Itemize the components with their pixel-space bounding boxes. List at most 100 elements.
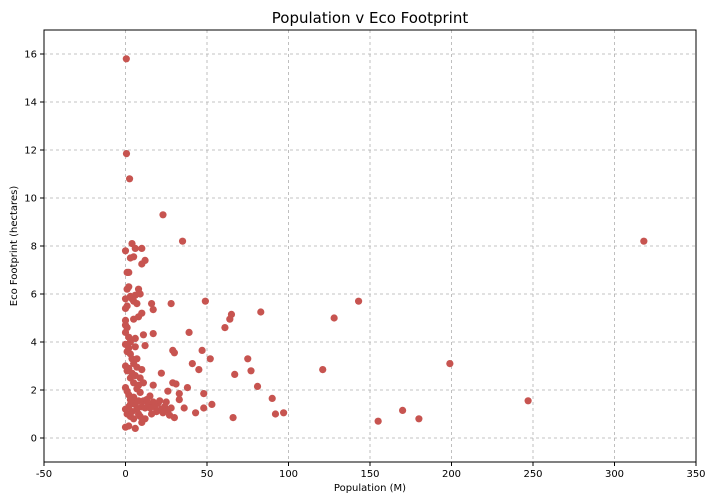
- data-point: [354, 297, 363, 305]
- y-tick-label: 8: [31, 242, 37, 253]
- data-point: [122, 150, 131, 158]
- data-point: [123, 302, 131, 310]
- data-point: [330, 314, 338, 322]
- data-point: [221, 324, 229, 332]
- data-point: [191, 409, 200, 417]
- data-point: [156, 397, 164, 405]
- x-tick-label: 150: [360, 469, 379, 480]
- data-point: [141, 256, 149, 264]
- data-point: [280, 409, 288, 417]
- data-point: [172, 380, 180, 388]
- data-point: [133, 355, 141, 363]
- data-point: [121, 247, 130, 255]
- data-point: [183, 384, 192, 392]
- data-point: [125, 175, 134, 183]
- data-point: [188, 360, 196, 368]
- data-point: [208, 400, 216, 408]
- data-point: [126, 400, 134, 408]
- data-point: [139, 379, 148, 387]
- data-point: [167, 404, 175, 412]
- data-point: [149, 330, 157, 338]
- data-point: [139, 331, 148, 339]
- data-point: [125, 268, 133, 276]
- data-point: [125, 422, 133, 430]
- x-tick-label: 50: [201, 469, 214, 480]
- data-point: [399, 406, 407, 414]
- grid-layer: [44, 30, 696, 462]
- data-point: [130, 253, 138, 261]
- data-point: [640, 237, 648, 245]
- ticks-layer: -50 0 50 100 150 200 250 300 350 0 2 4 6 8 10 12 14 16: [24, 50, 705, 481]
- data-point: [138, 244, 146, 252]
- data-point: [446, 360, 454, 368]
- x-tick-label: 250: [523, 469, 542, 480]
- data-point: [133, 385, 141, 393]
- y-tick-label: 0: [31, 434, 37, 445]
- data-point: [131, 343, 139, 351]
- data-point: [200, 390, 208, 398]
- data-point: [524, 397, 532, 405]
- chart-title: Population v Eco Footprint: [272, 9, 469, 27]
- x-tick-label: 0: [122, 469, 128, 480]
- y-tick-label: 14: [24, 98, 37, 109]
- data-point: [268, 394, 276, 402]
- data-point: [157, 369, 165, 377]
- points-layer: [121, 55, 648, 432]
- data-point: [141, 342, 149, 350]
- data-point: [195, 366, 203, 374]
- data-point: [149, 306, 157, 314]
- data-point: [175, 390, 183, 398]
- data-point: [125, 283, 133, 291]
- data-point: [159, 211, 167, 219]
- data-point: [131, 244, 139, 252]
- data-point: [198, 346, 206, 354]
- data-point: [164, 387, 172, 395]
- data-point: [121, 295, 130, 303]
- data-point: [253, 382, 262, 390]
- data-point: [206, 355, 214, 363]
- data-point: [247, 367, 255, 375]
- data-point: [271, 410, 280, 418]
- x-tick-label: 100: [279, 469, 298, 480]
- y-tick-label: 2: [31, 386, 37, 397]
- data-point: [229, 414, 237, 422]
- data-point: [226, 315, 234, 323]
- data-point: [138, 366, 146, 374]
- x-tick-label: 300: [605, 469, 624, 480]
- data-point: [231, 370, 239, 378]
- data-point: [122, 55, 130, 63]
- y-tick-label: 16: [24, 50, 37, 61]
- data-point: [415, 415, 423, 423]
- x-tick-label: 200: [442, 469, 461, 480]
- y-tick-label: 12: [24, 146, 37, 157]
- data-point: [138, 309, 146, 317]
- data-point: [244, 355, 252, 363]
- data-point: [162, 398, 170, 406]
- data-point: [130, 415, 138, 423]
- data-point: [185, 328, 193, 336]
- data-point: [374, 417, 382, 425]
- data-point: [167, 300, 175, 308]
- data-point: [175, 396, 183, 404]
- data-point: [128, 408, 136, 416]
- data-point: [131, 334, 139, 342]
- y-tick-label: 4: [31, 338, 37, 349]
- y-tick-label: 6: [31, 290, 37, 301]
- data-point: [125, 344, 133, 352]
- data-point: [257, 308, 265, 316]
- data-point: [121, 321, 130, 329]
- data-point: [133, 300, 141, 308]
- data-point: [146, 404, 154, 412]
- data-point: [170, 349, 178, 357]
- data-point: [200, 404, 208, 412]
- data-point: [136, 290, 144, 298]
- x-axis-label: Population (M): [334, 483, 406, 494]
- data-point: [201, 297, 209, 305]
- x-tick-label: -50: [36, 469, 52, 480]
- data-point: [147, 300, 156, 308]
- data-point: [180, 404, 188, 412]
- y-tick-label: 10: [24, 194, 37, 205]
- data-point: [319, 366, 327, 374]
- x-tick-label: 350: [686, 469, 705, 480]
